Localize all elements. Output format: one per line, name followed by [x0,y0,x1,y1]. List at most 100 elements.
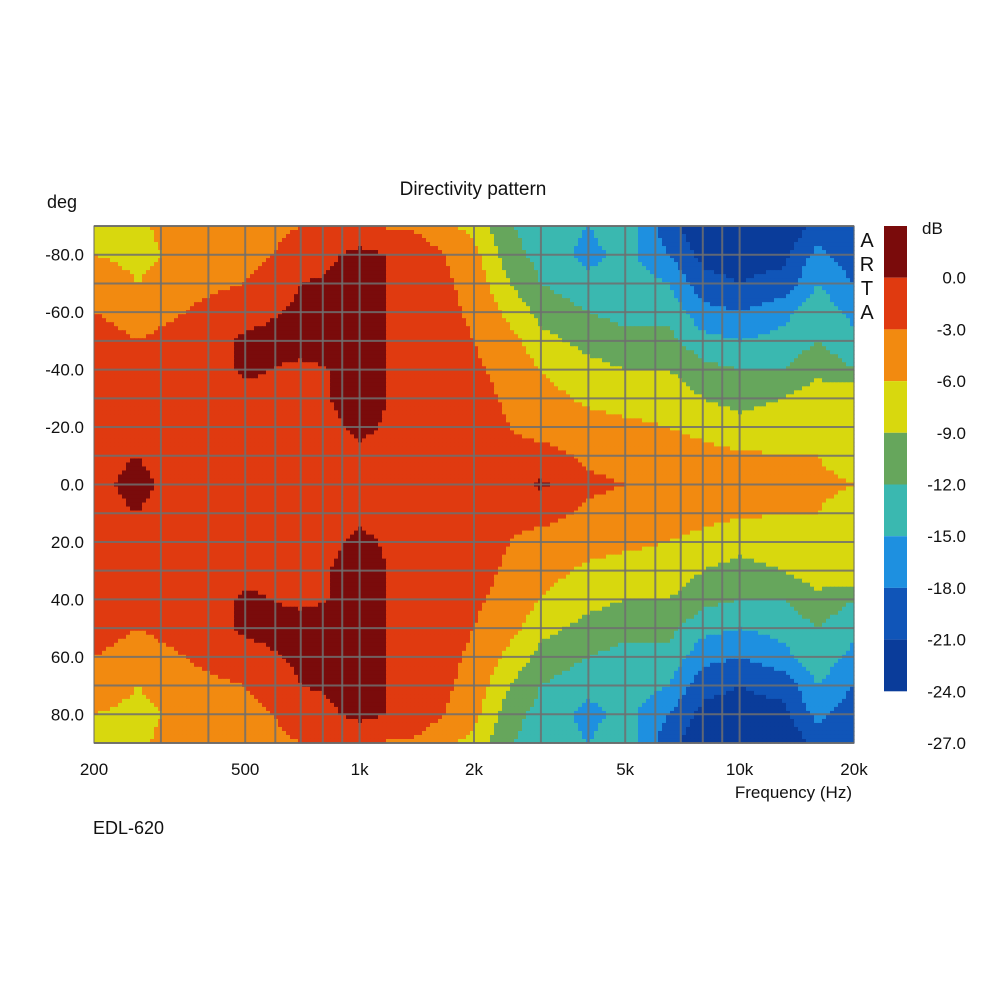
heatmap-cell [122,234,127,239]
heatmap-cell [798,314,803,319]
heatmap-cell [386,306,391,311]
heatmap-cell [690,266,695,271]
heatmap-cell [558,298,563,303]
heatmap-cell [230,274,235,279]
heatmap-cell [178,326,183,331]
heatmap-cell [462,262,467,267]
heatmap-cell [326,302,331,307]
heatmap-cell [314,278,319,283]
heatmap-cell [94,290,99,295]
heatmap-cell [134,294,139,299]
heatmap-cell [686,262,691,267]
heatmap-cell [190,230,195,235]
heatmap-cell [642,230,647,235]
heatmap-cell [174,302,179,307]
heatmap-cell [290,330,295,335]
heatmap-cell [550,326,555,331]
heatmap-cell [126,330,131,335]
heatmap-cell [650,258,655,263]
heatmap-cell [286,326,291,331]
heatmap-cell [602,306,607,311]
heatmap-cell [686,290,691,295]
heatmap-cell [126,270,131,275]
heatmap-cell [590,318,595,323]
heatmap-cell [238,238,243,243]
heatmap-cell [326,246,331,251]
heatmap-cell [642,258,647,263]
heatmap-cell [218,306,223,311]
heatmap-cell [202,266,207,271]
heatmap-cell [826,262,831,267]
heatmap-cell [426,290,431,295]
heatmap-cell [562,326,567,331]
heatmap-cell [630,286,635,291]
heatmap-cell [106,322,111,327]
heatmap-cell [750,246,755,251]
heatmap-cell [758,242,763,247]
heatmap-cell [370,286,375,291]
heatmap-cell [130,314,135,319]
heatmap-cell [510,318,515,323]
heatmap-cell [150,322,155,327]
heatmap-cell [642,314,647,319]
heatmap-cell [410,242,415,247]
heatmap-cell [386,270,391,275]
heatmap-cell [482,286,487,291]
heatmap-cell [618,306,623,311]
heatmap-cell [566,274,571,279]
heatmap-cell [190,246,195,251]
heatmap-cell [454,270,459,275]
heatmap-cell [146,322,151,327]
heatmap-cell [762,258,767,263]
heatmap-cell [674,242,679,247]
heatmap-cell [374,230,379,235]
heatmap-cell [598,230,603,235]
heatmap-cell [390,306,395,311]
heatmap-cell [798,266,803,271]
heatmap-cell [814,230,819,235]
heatmap-cell [450,246,455,251]
heatmap-cell [290,274,295,279]
heatmap-cell [710,294,715,299]
heatmap-cell [662,234,667,239]
heatmap-cell [490,230,495,235]
heatmap-cell [790,278,795,283]
heatmap-cell [218,314,223,319]
heatmap-cell [754,242,759,247]
heatmap-cell [94,274,99,279]
heatmap-cell [686,278,691,283]
heatmap-cell [754,278,759,283]
heatmap-cell [486,266,491,271]
heatmap-cell [378,262,383,267]
heatmap-cell [502,234,507,239]
heatmap-cell [726,262,731,267]
heatmap-cell [326,314,331,319]
heatmap-cell [590,266,595,271]
heatmap-cell [582,230,587,235]
heatmap-cell [162,246,167,251]
heatmap-cell [758,294,763,299]
heatmap-cell [230,326,235,331]
heatmap-cell [486,322,491,327]
heatmap-cell [790,234,795,239]
heatmap-cell [218,302,223,307]
heatmap-cell [122,306,127,311]
heatmap-cell [514,326,519,331]
heatmap-cell [754,294,759,299]
heatmap-cell [334,270,339,275]
heatmap-cell [806,314,811,319]
heatmap-cell [174,314,179,319]
heatmap-cell [554,258,559,263]
heatmap-cell [334,262,339,267]
heatmap-cell [142,234,147,239]
heatmap-cell [806,326,811,331]
heatmap-cell [422,258,427,263]
heatmap-cell [694,274,699,279]
heatmap-cell [430,274,435,279]
heatmap-cell [314,234,319,239]
heatmap-cell [278,262,283,267]
heatmap-cell [690,306,695,311]
heatmap-cell [94,238,99,243]
heatmap-cell [250,274,255,279]
heatmap-cell [650,294,655,299]
